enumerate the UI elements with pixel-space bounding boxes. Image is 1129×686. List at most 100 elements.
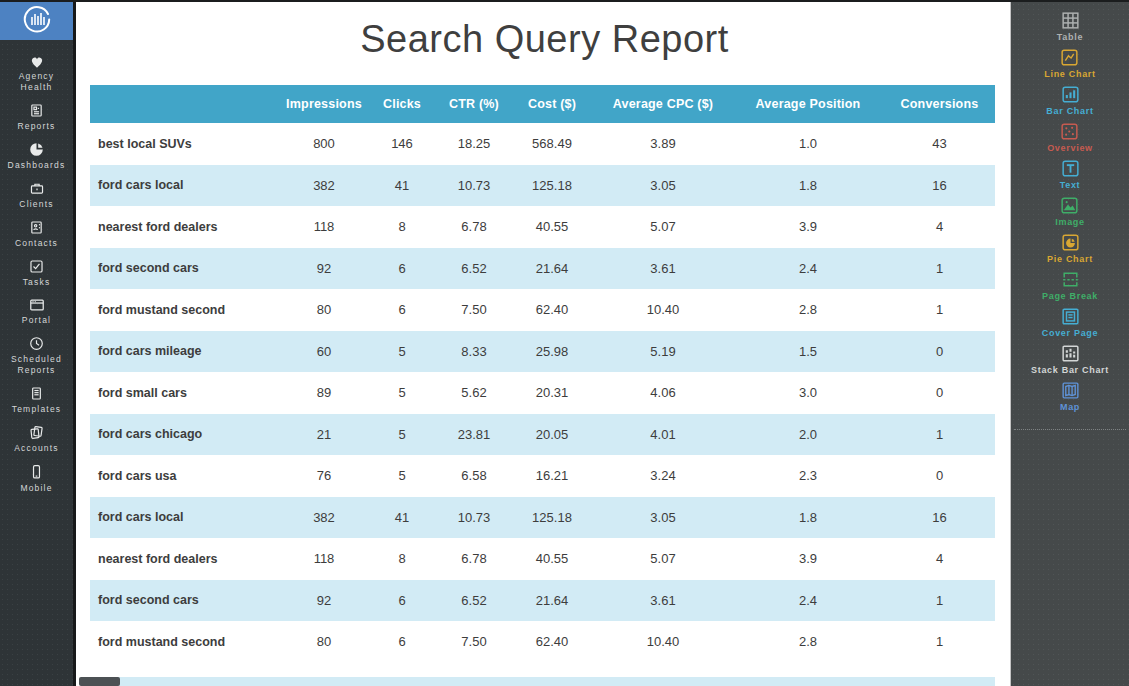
conversions-cell: 1 (884, 289, 995, 331)
avg_cpc-cell: 3.89 (594, 123, 732, 165)
sidebar-item-label: Templates (10, 404, 64, 415)
sidebar-item-portal[interactable]: Portal (0, 297, 73, 326)
impressions-cell: 382 (282, 165, 366, 207)
tool-map[interactable]: Map (1060, 380, 1081, 412)
impressions-cell: 382 (282, 497, 366, 539)
query-cell: ford cars chicago (90, 414, 282, 456)
tool-table[interactable]: Table (1057, 10, 1083, 42)
table-row: ford small cars8955.6220.314.063.00 (90, 372, 995, 414)
tool-bar-chart[interactable]: Bar Chart (1046, 84, 1093, 116)
cost-cell: 16.21 (510, 455, 594, 497)
sidebar-item-mobile[interactable]: Mobile (0, 463, 73, 494)
sidebar-item-dashboards[interactable]: Dashboards (0, 141, 73, 171)
column-header-clicks: Clicks (366, 85, 438, 123)
sidebar-item-label: Accounts (12, 443, 61, 454)
sidebar-item-reports[interactable]: Reports (0, 102, 73, 132)
impressions-cell: 76 (282, 455, 366, 497)
impressions-cell: 92 (282, 580, 366, 622)
avg_position-cell: 2.8 (732, 289, 884, 331)
stack-bar-chart-icon (1060, 343, 1081, 364)
query-cell: ford cars mileage (90, 331, 282, 373)
clicks-cell: 6 (366, 248, 438, 290)
page-break-icon (1060, 269, 1081, 290)
sidebar-item-label: Clients (17, 199, 55, 210)
app-logo[interactable] (0, 2, 73, 40)
widget-palette: Table Line Chart Bar Chart (1010, 2, 1129, 686)
tool-cover-page[interactable]: Cover Page (1042, 306, 1099, 338)
scatter-icon (1059, 121, 1080, 142)
avg_cpc-cell: 3.24 (594, 455, 732, 497)
sidebar-item-tasks[interactable]: Tasks (0, 258, 73, 288)
avg_position-cell: 1.8 (732, 165, 884, 207)
query-cell: best local SUVs (90, 123, 282, 165)
column-header-cost: Cost ($) (510, 85, 594, 123)
table-row: best local SUVs80014618.25568.493.891.04… (90, 123, 995, 165)
cost-cell: 125.18 (510, 165, 594, 207)
sidebar-item-label: Agency Health (0, 71, 73, 93)
image-icon (1059, 195, 1080, 216)
tool-overview[interactable]: Overview (1047, 121, 1093, 153)
column-header-avg-cpc: Average CPC ($) (594, 85, 732, 123)
horizontal-scrollbar-thumb[interactable] (79, 677, 120, 686)
briefcase-icon (28, 180, 46, 197)
sidebar-item-scheduled-reports[interactable]: Scheduled Reports (0, 335, 73, 376)
cost-cell: 20.05 (510, 414, 594, 456)
avg_cpc-cell: 10.40 (594, 289, 732, 331)
table-icon (1060, 10, 1081, 31)
avg_position-cell: 3.9 (732, 538, 884, 580)
phone-icon (28, 463, 45, 481)
impressions-cell: 89 (282, 372, 366, 414)
avg_position-cell: 3.9 (732, 206, 884, 248)
impressions-cell: 60 (282, 331, 366, 373)
table-row: ford cars chicago21523.8120.054.012.01 (90, 414, 995, 456)
sidebar-item-contacts[interactable]: Contacts (0, 219, 73, 249)
clicks-cell: 8 (366, 206, 438, 248)
sidebar-item-clients[interactable]: Clients (0, 180, 73, 210)
tool-label: Bar Chart (1046, 106, 1093, 116)
query-cell: nearest ford dealers (90, 538, 282, 580)
ctr-cell: 6.52 (438, 248, 510, 290)
query-cell: ford small cars (90, 372, 282, 414)
tool-stack-bar-chart[interactable]: Stack Bar Chart (1031, 343, 1109, 375)
clicks-cell: 5 (366, 455, 438, 497)
cost-cell: 62.40 (510, 289, 594, 331)
map-icon (1060, 380, 1081, 401)
table-row: ford cars mileage6058.3325.985.191.50 (90, 331, 995, 373)
search-query-table: Impressions Clicks CTR (%) Cost ($) Aver… (90, 85, 995, 663)
document-icon (28, 385, 45, 402)
clicks-cell: 5 (366, 414, 438, 456)
ctr-cell: 10.73 (438, 165, 510, 207)
tool-label: Overview (1047, 143, 1093, 153)
clicks-cell: 6 (366, 580, 438, 622)
tool-label: Line Chart (1044, 69, 1096, 79)
sidebar-item-label: Reports (15, 121, 57, 132)
avg_position-cell: 3.0 (732, 372, 884, 414)
sidebar-item-label: Portal (20, 315, 53, 326)
sidebar-item-label: Scheduled Reports (0, 354, 73, 376)
avg_cpc-cell: 4.06 (594, 372, 732, 414)
clicks-cell: 8 (366, 538, 438, 580)
tool-image[interactable]: Image (1055, 195, 1085, 227)
table-row: nearest ford dealers11886.7840.555.073.9… (90, 538, 995, 580)
impressions-cell: 118 (282, 538, 366, 580)
cost-cell: 21.64 (510, 580, 594, 622)
left-nav: Agency Health Reports Dashboards (0, 40, 73, 503)
ctr-cell: 23.81 (438, 414, 510, 456)
sidebar-item-agency-health[interactable]: Agency Health (0, 53, 73, 93)
tool-line-chart[interactable]: Line Chart (1044, 47, 1096, 79)
column-header-conversions: Conversions (884, 85, 995, 123)
report-canvas: Search Query Report Impressions Clicks C… (79, 2, 1010, 686)
tool-text[interactable]: Text (1060, 158, 1081, 190)
clicks-cell: 5 (366, 372, 438, 414)
tool-page-break[interactable]: Page Break (1042, 269, 1098, 301)
conversions-cell: 4 (884, 538, 995, 580)
conversions-cell: 4 (884, 206, 995, 248)
cost-cell: 568.49 (510, 123, 594, 165)
sidebar-item-templates[interactable]: Templates (0, 385, 73, 415)
sidebar-item-accounts[interactable]: Accounts (0, 424, 73, 454)
ctr-cell: 6.78 (438, 206, 510, 248)
table-row: ford cars usa7656.5816.213.242.30 (90, 455, 995, 497)
stacked-pages-icon (28, 424, 45, 441)
avg_cpc-cell: 3.05 (594, 497, 732, 539)
tool-pie-chart[interactable]: Pie Chart (1047, 232, 1093, 264)
